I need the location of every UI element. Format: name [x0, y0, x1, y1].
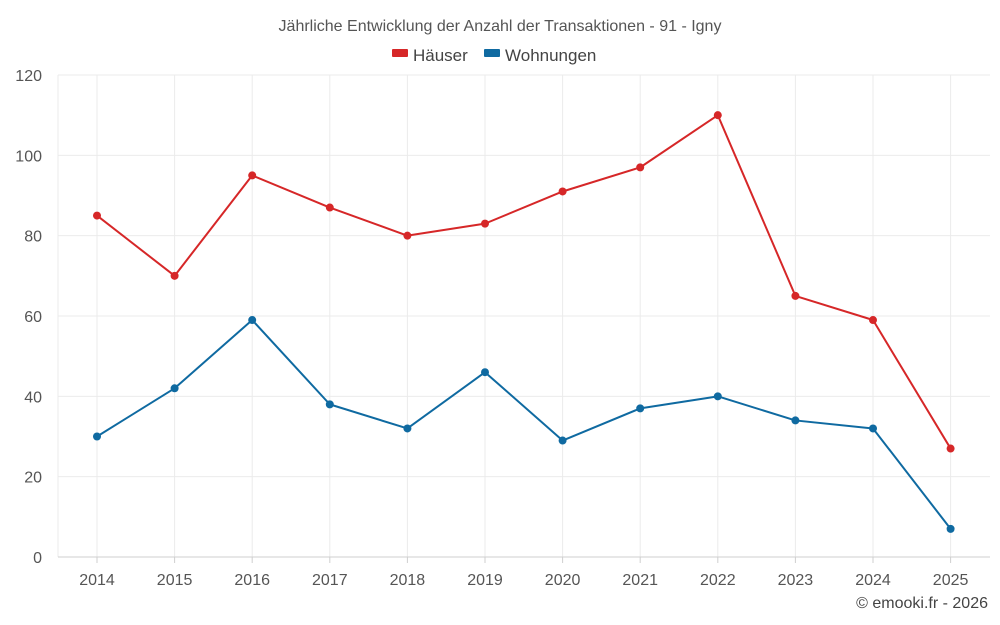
data-point[interactable]	[946, 444, 955, 453]
data-point[interactable]	[403, 231, 412, 240]
data-point[interactable]	[946, 524, 955, 533]
data-point[interactable]	[325, 400, 334, 409]
x-tick-label: 2024	[855, 572, 891, 589]
x-tick-label: 2016	[234, 572, 270, 589]
y-tick-label: 40	[24, 389, 42, 406]
y-tick-label: 80	[24, 229, 42, 246]
legend-label[interactable]: Wohnungen	[505, 46, 596, 65]
x-tick-label: 2020	[545, 572, 581, 589]
y-tick-label: 120	[15, 68, 42, 85]
grid	[57, 74, 990, 557]
x-tick-label: 2015	[157, 572, 193, 589]
y-axis: 0 20 40 60 80 100 120	[15, 68, 42, 567]
x-axis: 2014 2015 2016 2017 2018 2019 2020 2021 2022 2023…	[58, 556, 990, 589]
x-tick-label: 2019	[467, 572, 503, 589]
data-point[interactable]	[481, 219, 489, 228]
y-tick-label: 60	[24, 309, 42, 326]
legend-swatch	[484, 49, 500, 57]
x-tick-label: 2021	[622, 572, 658, 589]
y-tick-label: 100	[15, 148, 42, 165]
series-line-haeuser	[96, 114, 952, 450]
data-point[interactable]	[869, 316, 877, 325]
data-point[interactable]	[869, 424, 877, 433]
x-tick-label: 2018	[390, 572, 426, 589]
data-point[interactable]	[403, 424, 412, 433]
data-point[interactable]	[558, 187, 567, 196]
copyright-credit: © emooki.fr - 2026	[856, 595, 988, 612]
data-point[interactable]	[636, 163, 645, 172]
x-tick-label: 2014	[79, 572, 115, 589]
legend-label[interactable]: Häuser	[413, 46, 468, 65]
data-point[interactable]	[170, 271, 179, 280]
legend: Häuser Wohnungen	[392, 46, 596, 65]
x-tick-label: 2022	[700, 572, 736, 589]
data-point[interactable]	[791, 291, 800, 300]
y-tick-label: 0	[33, 550, 42, 567]
data-point[interactable]	[636, 404, 645, 413]
y-tick-label: 20	[24, 470, 42, 487]
x-tick-label: 2025	[933, 572, 969, 589]
chart-title: Jährliche Entwicklung der Anzahl der Tra…	[279, 18, 722, 35]
data-point[interactable]	[713, 392, 722, 401]
data-point[interactable]	[713, 111, 722, 120]
data-point[interactable]	[558, 436, 567, 445]
series-line-wohnungen	[96, 319, 952, 530]
data-point[interactable]	[248, 171, 257, 180]
data-point[interactable]	[325, 203, 334, 212]
data-point[interactable]	[170, 384, 179, 393]
data-point[interactable]	[791, 416, 800, 425]
x-tick-label: 2017	[312, 572, 348, 589]
series-group	[93, 111, 955, 533]
legend-swatch	[392, 49, 408, 57]
data-point[interactable]	[93, 432, 101, 441]
data-point[interactable]	[93, 211, 101, 220]
data-point[interactable]	[481, 368, 489, 377]
data-point[interactable]	[248, 316, 257, 325]
x-tick-label: 2023	[778, 572, 814, 589]
